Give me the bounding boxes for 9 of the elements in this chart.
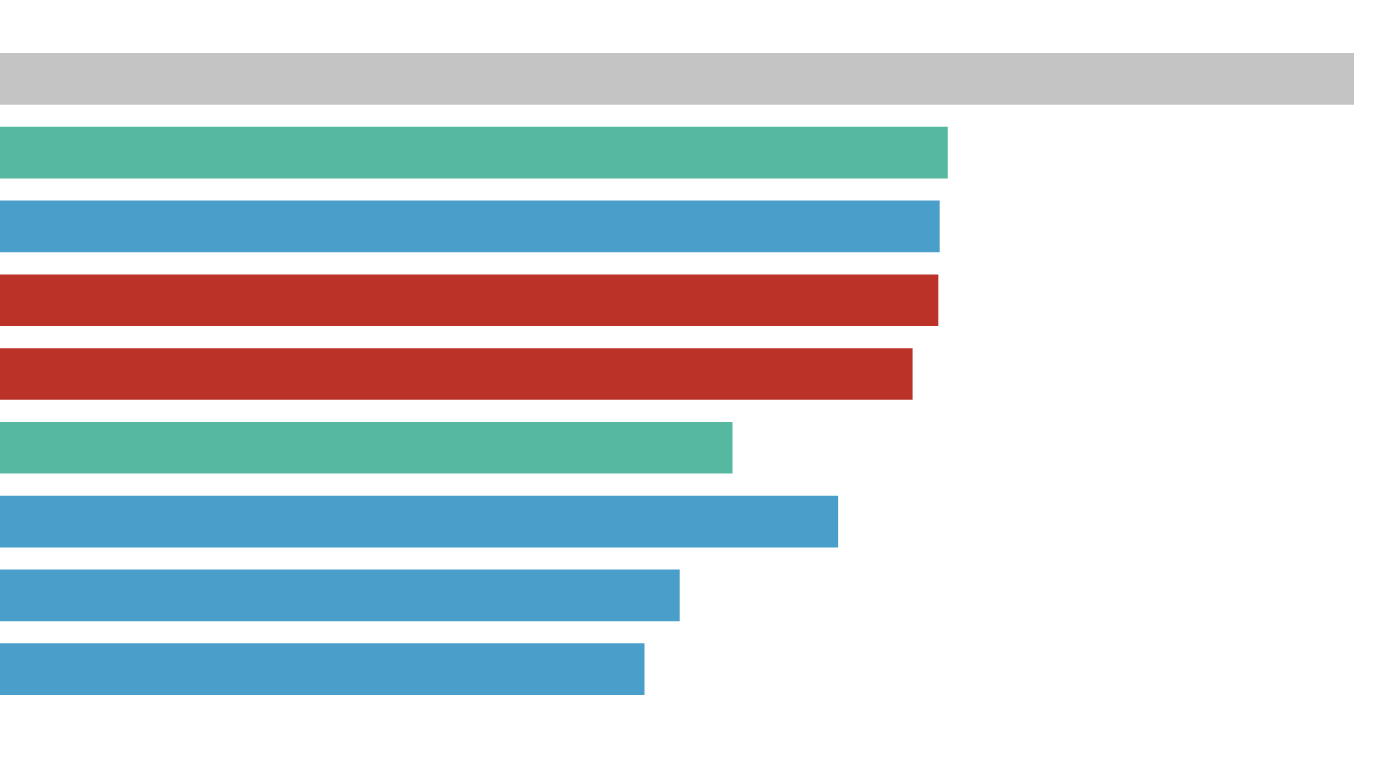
bar [0,569,680,622]
bar [0,274,939,327]
bar [0,126,948,179]
bar [0,53,1354,105]
bar [0,348,913,400]
bar [0,421,733,474]
bar [0,643,645,695]
bar [0,200,940,253]
bar [0,495,839,548]
